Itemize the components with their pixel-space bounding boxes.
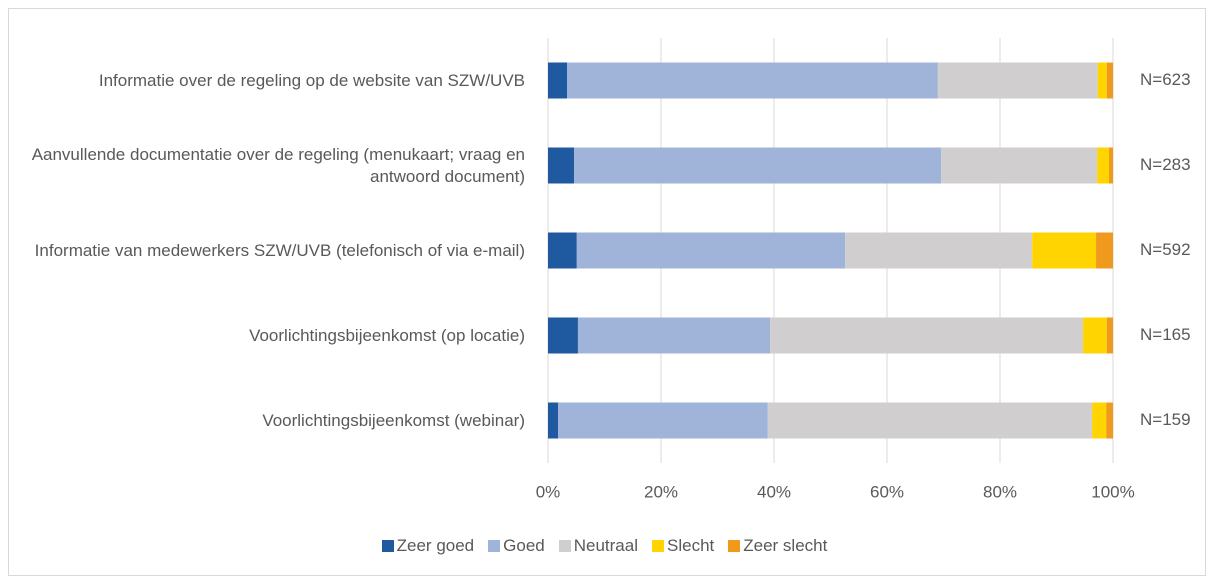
legend-label: Zeer slecht <box>743 536 828 555</box>
legend-item: Slecht <box>652 536 714 556</box>
bar-segment <box>567 62 938 99</box>
bar-segment <box>573 147 942 184</box>
legend-label: Goed <box>503 536 545 555</box>
annotation: N=159 <box>1140 410 1191 429</box>
bar-segment <box>845 232 1033 269</box>
x-tick-label: 0% <box>536 482 561 501</box>
bar-segment <box>770 317 1084 354</box>
legend-label: Zeer goed <box>396 536 475 555</box>
bar-segment <box>548 147 574 184</box>
bar-segment <box>1083 317 1107 354</box>
legend-swatch <box>488 540 501 552</box>
annotation: N=283 <box>1140 155 1191 174</box>
legend-swatch <box>728 540 741 552</box>
annotation: N=623 <box>1140 70 1191 89</box>
bar-segment <box>548 402 559 439</box>
bar-segment <box>1106 317 1113 354</box>
bar-segment <box>941 147 1098 184</box>
legend-label: Slecht <box>667 536 715 555</box>
x-tick-label: 100% <box>1091 482 1134 501</box>
bar-segment <box>548 317 578 354</box>
bar-segment <box>577 317 771 354</box>
category-label: Voorlichtingsbijeenkomst (webinar) <box>262 410 525 430</box>
legend: Zeer goed Goed Neutraal Slecht Zeer slecht <box>0 536 1209 556</box>
legend-swatch <box>652 540 664 552</box>
legend-swatch <box>558 540 571 552</box>
category-label: Informatie over de regeling op de websit… <box>98 70 525 90</box>
category-label: Voorlichtingsbijeenkomst (op locatie) <box>249 325 525 345</box>
bar-segment <box>1032 232 1097 269</box>
legend-swatch <box>381 540 394 552</box>
annotation: N=165 <box>1140 325 1191 344</box>
x-tick-label: 60% <box>870 482 904 501</box>
bar-segment <box>548 62 568 99</box>
bar-segment <box>548 232 577 269</box>
legend-item: Goed <box>488 536 545 556</box>
x-tick-label: 20% <box>644 482 678 501</box>
bar-segment <box>1097 147 1110 184</box>
legend-item: Zeer goed <box>381 536 475 556</box>
category-label: Aanvullende documentatie over de regelin… <box>31 144 525 186</box>
x-tick-label: 40% <box>757 482 791 501</box>
bar-segment <box>937 62 1098 99</box>
bar-segment <box>1092 402 1107 439</box>
bar-segment <box>1097 62 1107 99</box>
legend-label: Neutraal <box>573 536 638 555</box>
bar-segment <box>558 402 768 439</box>
legend-item: Neutraal <box>558 536 638 556</box>
bar-segment <box>1109 147 1113 184</box>
chart-frame <box>8 8 1206 576</box>
category-label: Informatie van medewerkers SZW/UVB (tele… <box>34 240 525 260</box>
bar-segment <box>1096 232 1113 269</box>
x-tick-label: 80% <box>983 482 1017 501</box>
bar-segment <box>767 402 1093 439</box>
bar-segment <box>1106 62 1113 99</box>
legend-item: Zeer slecht <box>728 536 827 556</box>
bar-segment <box>1106 402 1113 439</box>
bar-segment <box>576 232 846 269</box>
annotation: N=592 <box>1140 240 1191 259</box>
